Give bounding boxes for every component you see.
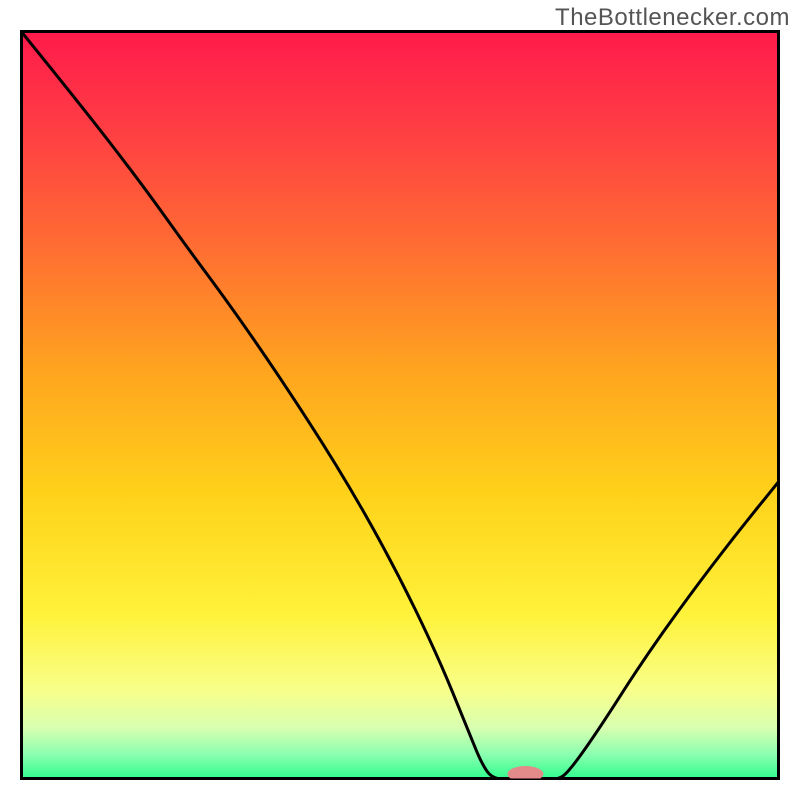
plot-area: [20, 30, 780, 780]
chart-container: TheBottlenecker.com: [0, 0, 800, 800]
chart-svg: [20, 30, 780, 780]
chart-background: [20, 30, 780, 780]
watermark-text: TheBottlenecker.com: [555, 4, 790, 32]
